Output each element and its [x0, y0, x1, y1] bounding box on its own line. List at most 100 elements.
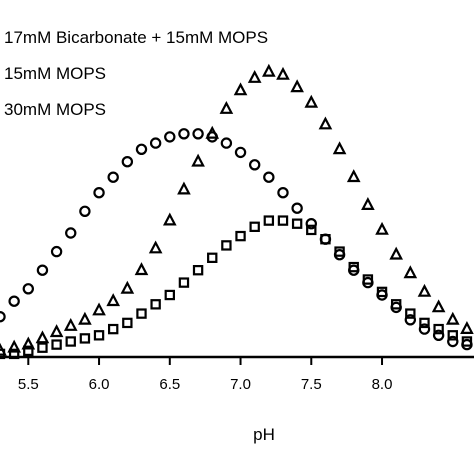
- data-point-circle: [206, 131, 218, 143]
- data-point-circle: [65, 227, 77, 239]
- data-point-square: [192, 265, 204, 276]
- data-point-square: [164, 289, 175, 301]
- data-point-triangle: [460, 321, 474, 334]
- data-point-triangle: [233, 82, 248, 96]
- data-point-triangle: [290, 79, 304, 93]
- data-point-square: [37, 342, 48, 353]
- data-point-square: [461, 336, 473, 347]
- data-point-circle: [93, 186, 105, 199]
- data-point-circle: [418, 323, 431, 335]
- x-tick-label: 7.5: [301, 376, 322, 393]
- data-point-triangle: [106, 293, 121, 307]
- data-point-square: [93, 330, 105, 341]
- data-point-triangle: [247, 69, 262, 83]
- data-point-circle: [149, 137, 162, 149]
- data-point-circle: [432, 329, 445, 341]
- x-tick-label: 6.5: [159, 376, 180, 393]
- data-point-square: [23, 345, 34, 357]
- data-point-square: [405, 308, 416, 319]
- data-point-square: [221, 240, 232, 251]
- data-point-circle: [220, 137, 233, 149]
- data-point-triangle: [375, 221, 389, 235]
- data-point-square: [277, 215, 289, 226]
- data-point-triangle: [276, 66, 290, 80]
- data-point-square: [136, 308, 147, 319]
- x-tick-label: 8.0: [372, 376, 393, 393]
- data-point-triangle: [262, 63, 276, 77]
- data-point-circle: [447, 335, 459, 348]
- data-point-triangle: [92, 302, 106, 316]
- data-point-circle: [263, 171, 275, 183]
- data-point-circle: [234, 146, 247, 159]
- data-point-triangle: [63, 317, 78, 331]
- data-point-square: [107, 323, 119, 335]
- data-point-triangle: [191, 153, 205, 167]
- data-point-triangle: [7, 339, 21, 353]
- data-point-square: [65, 336, 76, 347]
- data-point-square: [291, 218, 303, 229]
- data-point-square: [447, 330, 458, 341]
- data-point-triangle: [177, 181, 191, 195]
- data-point-triangle: [304, 94, 319, 108]
- x-axis-label: pH: [253, 425, 275, 444]
- data-point-triangle: [389, 246, 404, 260]
- data-point-square: [306, 224, 317, 236]
- data-point-triangle: [49, 324, 64, 338]
- data-point-circle: [50, 245, 63, 258]
- data-point-square: [235, 230, 246, 242]
- data-point-circle: [178, 128, 190, 140]
- data-point-circle: [291, 202, 303, 214]
- data-point-triangle: [148, 240, 163, 254]
- data-point-triangle: [361, 197, 375, 210]
- data-point-circle: [36, 264, 49, 276]
- data-point-square: [79, 333, 91, 344]
- data-point-circle: [192, 128, 204, 140]
- data-point-square: [122, 317, 133, 329]
- data-point-triangle: [134, 262, 149, 276]
- data-point-triangle: [417, 283, 432, 297]
- data-point-square: [178, 277, 190, 288]
- data-point-circle: [22, 283, 34, 295]
- data-point-square: [207, 252, 218, 263]
- data-point-square: [433, 323, 444, 335]
- data-point-circle: [277, 186, 289, 199]
- data-point-circle: [8, 295, 20, 307]
- x-tick-label: 5.5: [18, 376, 39, 393]
- data-point-triangle: [332, 141, 347, 155]
- data-point-square: [419, 317, 430, 329]
- data-point-circle: [121, 155, 134, 168]
- x-tick-label: 6.0: [89, 376, 110, 393]
- data-point-triangle: [346, 169, 361, 183]
- data-point-triangle: [78, 311, 92, 325]
- data-point-triangle: [318, 116, 333, 130]
- legend-label: 15mM MOPS: [4, 64, 106, 83]
- x-axis-ticks: 5.5 6.0 6.5 7.0 7.5 8.0: [18, 357, 393, 393]
- data-point-square: [376, 286, 388, 298]
- data-point-circle: [107, 171, 119, 183]
- data-markers: [0, 63, 474, 360]
- data-point-triangle: [35, 330, 50, 344]
- x-tick-label: 7.0: [230, 376, 251, 393]
- data-point-circle: [248, 159, 261, 171]
- data-point-triangle: [162, 212, 177, 226]
- data-point-square: [390, 299, 402, 310]
- data-point-square: [249, 221, 260, 232]
- data-point-triangle: [21, 336, 36, 350]
- legend-label: 30mM MOPS: [4, 100, 106, 119]
- data-point-circle: [135, 143, 148, 155]
- data-point-square: [320, 234, 331, 245]
- series-circle-markers: [0, 128, 473, 351]
- data-point-square: [263, 215, 275, 226]
- legend: 17mM Bicarbonate + 15mM MOPS 15mM MOPS 30m…: [4, 28, 268, 119]
- data-point-square: [348, 261, 359, 273]
- data-point-triangle: [219, 100, 234, 114]
- data-point-square: [51, 339, 62, 350]
- data-point-square: [0, 348, 6, 360]
- data-point-triangle: [403, 265, 418, 279]
- data-point-square: [362, 274, 374, 285]
- data-point-circle: [79, 205, 91, 217]
- legend-label: 17mM Bicarbonate + 15mM MOPS: [4, 28, 268, 47]
- data-point-circle: [164, 131, 176, 143]
- data-point-circle: [0, 311, 6, 323]
